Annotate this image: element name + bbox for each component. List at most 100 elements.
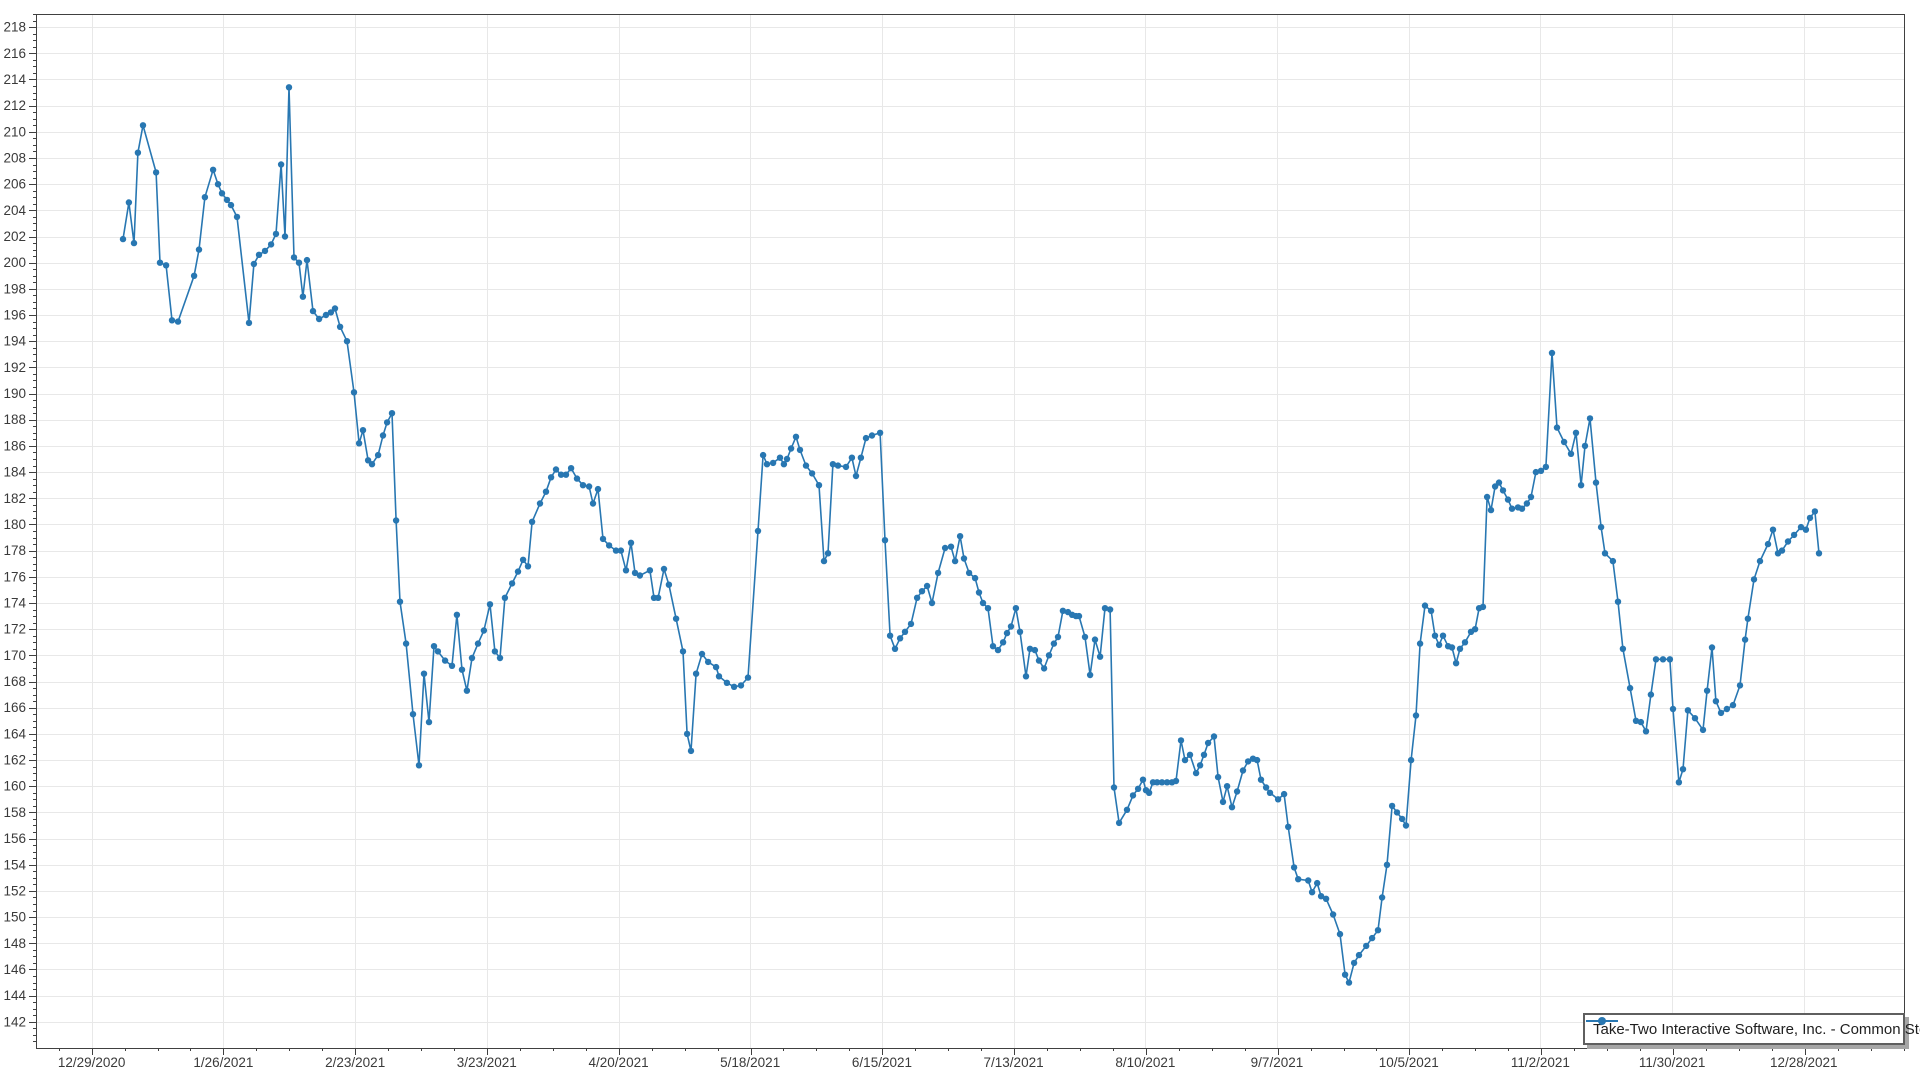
y-tick-label: 190 — [3, 386, 26, 401]
data-point-marker — [374, 451, 382, 459]
data-point-marker — [934, 569, 942, 577]
data-point-marker — [1797, 523, 1805, 531]
data-point-marker — [1483, 493, 1491, 501]
data-point-marker — [134, 149, 142, 156]
y-tick-label: 154 — [3, 857, 26, 872]
gridlines — [36, 14, 1904, 1048]
data-point-marker — [808, 470, 816, 477]
data-point-marker — [1609, 557, 1617, 565]
data-point-marker — [1158, 779, 1166, 786]
data-point-marker — [195, 246, 203, 253]
data-point-marker — [1054, 633, 1062, 641]
data-point-marker — [896, 635, 904, 642]
data-point-marker — [763, 461, 771, 468]
data-point-marker — [1642, 728, 1650, 735]
data-point-marker — [1708, 644, 1716, 651]
data-point-marker — [612, 547, 620, 554]
data-point-marker — [1548, 349, 1556, 357]
data-point-marker — [343, 338, 351, 345]
data-point-marker — [245, 319, 253, 327]
x-tick-label: 2/23/2021 — [325, 1055, 385, 1070]
data-point-marker — [820, 557, 828, 565]
data-point-marker — [368, 461, 376, 468]
data-point-marker — [379, 432, 387, 439]
data-point-marker — [589, 500, 597, 507]
data-point-marker — [1769, 526, 1777, 533]
data-point-marker — [290, 254, 298, 261]
data-point-marker — [514, 568, 522, 575]
data-point-marker — [1016, 628, 1024, 635]
data-point-marker — [1186, 751, 1194, 758]
data-point-marker — [654, 594, 662, 601]
data-point-marker — [947, 543, 955, 550]
data-point-marker — [1712, 698, 1720, 705]
y-tick-label: 144 — [3, 988, 26, 1003]
data-point-marker — [468, 654, 476, 662]
data-point-marker — [842, 463, 850, 471]
y-tick-label: 206 — [3, 177, 26, 192]
data-point-marker — [1181, 756, 1189, 764]
data-point-marker — [994, 646, 1002, 654]
data-point-marker — [646, 567, 654, 574]
y-tick-label: 180 — [3, 517, 26, 532]
data-point-marker — [1031, 646, 1039, 654]
x-tick-label: 8/10/2021 — [1115, 1055, 1175, 1070]
data-point-marker — [1086, 671, 1094, 679]
data-point-marker — [1336, 930, 1344, 938]
data-point-marker — [759, 451, 767, 459]
data-point-marker — [359, 427, 367, 434]
data-point-marker — [1659, 656, 1667, 663]
data-point-marker — [1416, 640, 1424, 647]
data-point-marker — [1322, 895, 1330, 902]
data-point-marker — [402, 640, 410, 647]
data-point-marker — [1106, 606, 1114, 613]
data-point-marker — [1022, 673, 1030, 680]
data-point-marker — [862, 434, 870, 442]
data-point-marker — [579, 482, 587, 489]
data-point-marker — [1508, 505, 1516, 512]
data-point-marker — [1153, 779, 1161, 786]
data-point-marker — [315, 315, 323, 323]
data-point-marker — [1123, 806, 1131, 813]
y-tick-label: 196 — [3, 308, 26, 323]
data-point-marker — [1110, 784, 1118, 791]
y-tick-label: 204 — [3, 203, 26, 218]
data-point-marker — [474, 640, 482, 647]
data-point-marker — [780, 461, 788, 468]
data-point-marker — [190, 272, 198, 279]
data-point-marker — [1383, 861, 1391, 868]
data-point-marker — [1398, 815, 1406, 823]
data-point-marker — [1448, 644, 1456, 651]
data-point-marker — [1285, 823, 1292, 830]
data-point-marker — [1007, 623, 1015, 630]
data-point-marker — [453, 611, 461, 618]
data-point-marker — [965, 569, 973, 577]
y-tick-label: 218 — [3, 20, 26, 35]
y-tick-label: 188 — [3, 412, 26, 427]
data-point-marker — [1456, 645, 1464, 652]
data-point-marker — [1314, 879, 1321, 887]
data-point-marker — [430, 643, 438, 650]
y-tick-label: 194 — [3, 334, 26, 349]
data-point-marker — [441, 657, 449, 664]
data-point-marker — [984, 605, 992, 612]
data-point-marker — [1647, 691, 1655, 698]
data-point-marker — [1756, 557, 1764, 565]
data-point-marker — [542, 488, 550, 495]
y-tick-label: 210 — [3, 124, 26, 139]
data-point-marker — [660, 565, 668, 573]
data-point-marker — [218, 190, 226, 197]
data-point-marker — [769, 459, 777, 467]
data-point-marker — [672, 615, 680, 622]
data-point-marker — [152, 169, 160, 176]
data-point-marker — [665, 581, 673, 588]
data-point-marker — [1393, 809, 1401, 816]
data-point-marker — [1035, 657, 1043, 664]
data-point-marker — [1134, 785, 1142, 792]
data-point-marker — [1177, 737, 1185, 744]
data-point-marker — [1368, 934, 1376, 942]
data-point-marker — [327, 309, 335, 316]
data-point-marker — [1553, 424, 1561, 431]
